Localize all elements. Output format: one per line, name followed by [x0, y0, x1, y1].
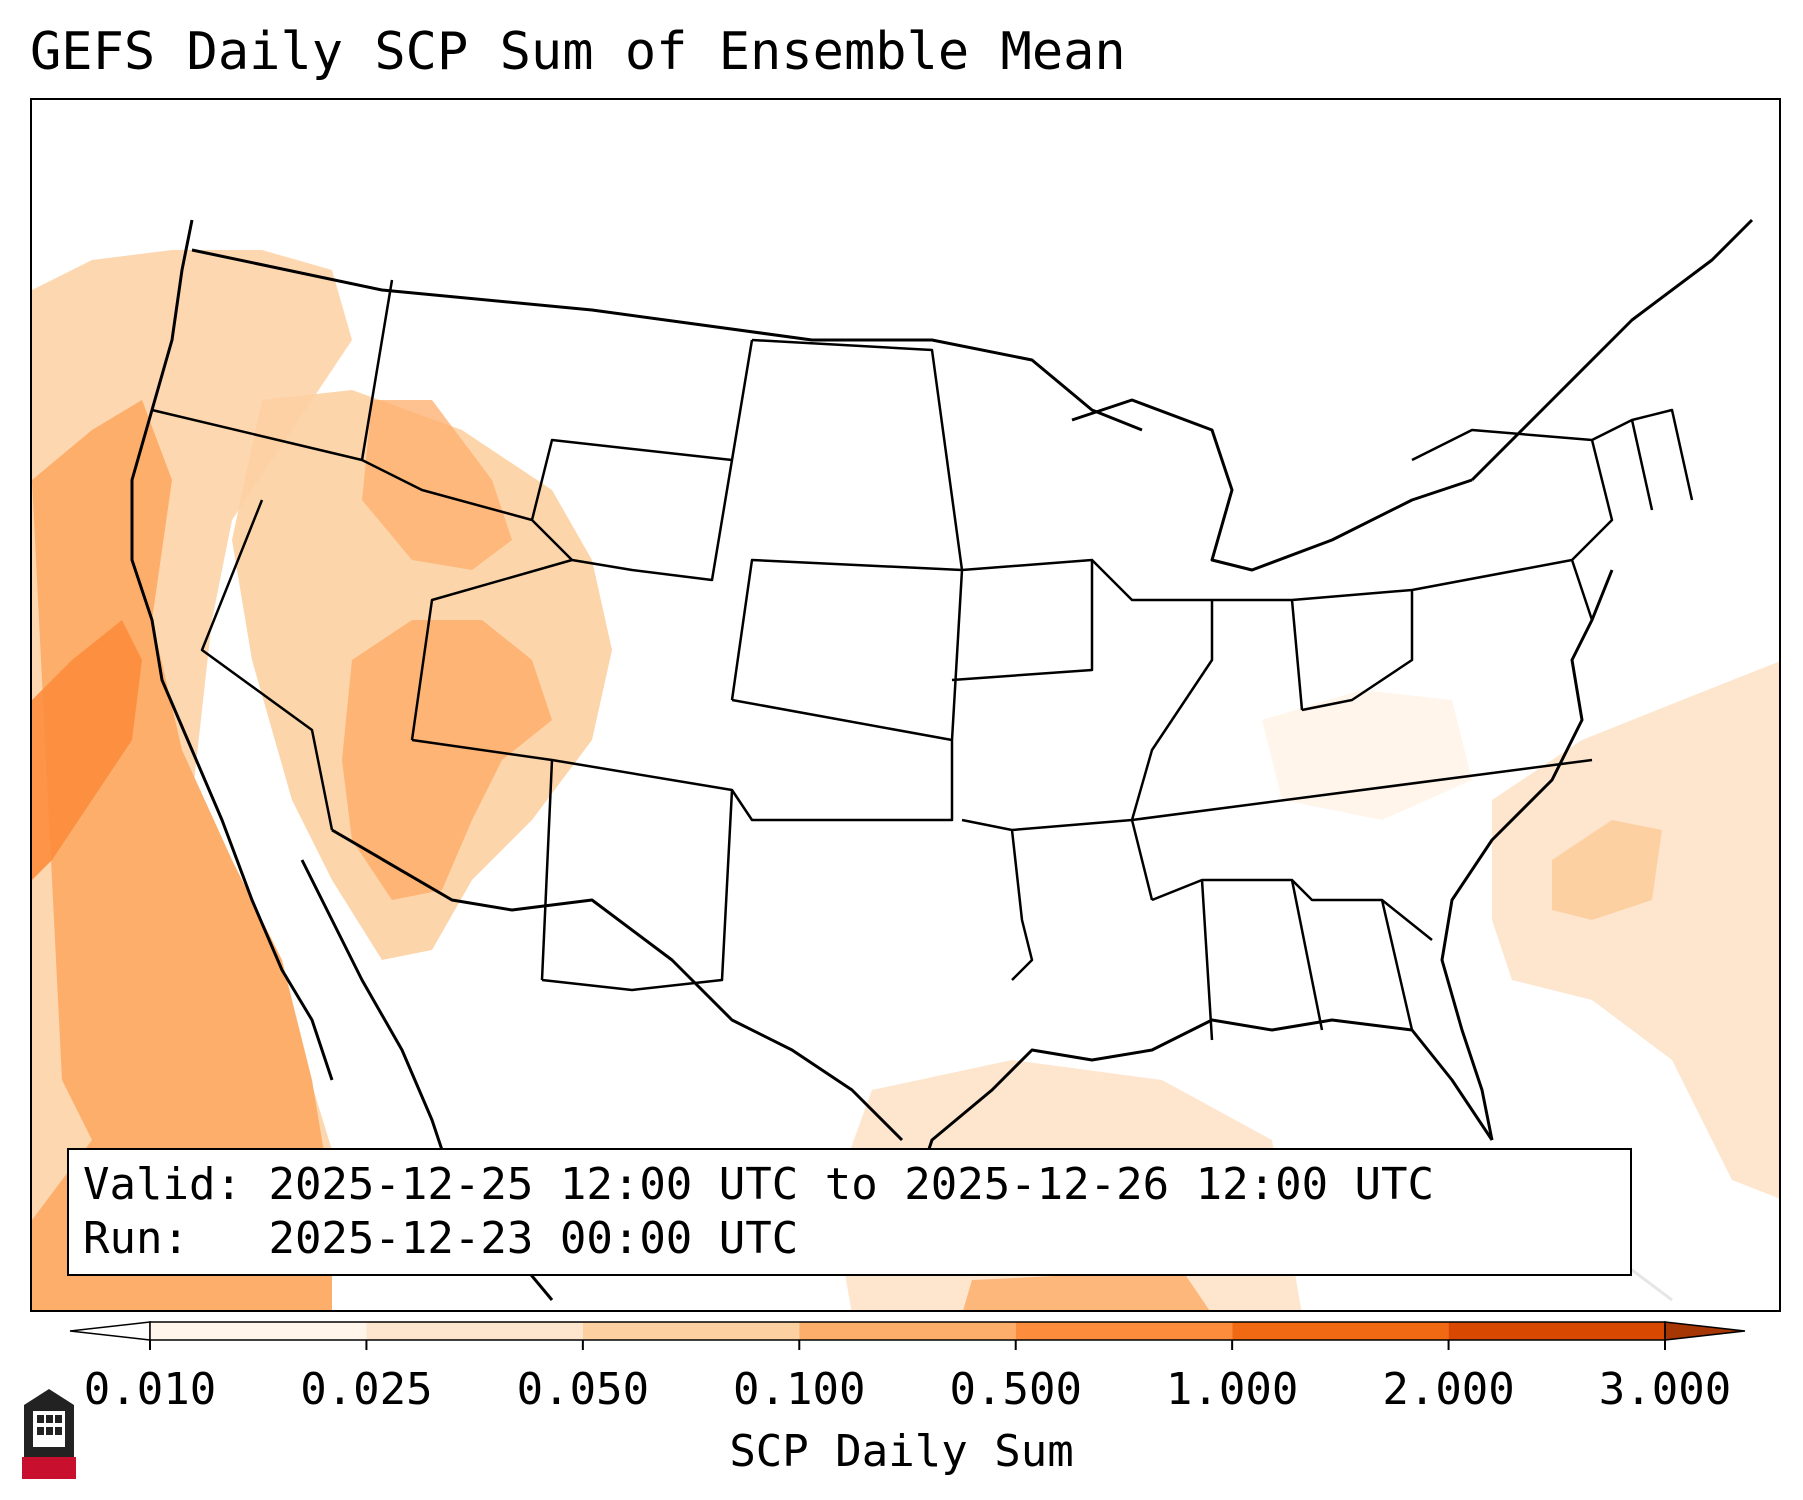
- colorbar-svg: [69, 1321, 1746, 1350]
- chart-title: GEFS Daily SCP Sum of Ensemble Mean: [30, 22, 1126, 82]
- scp-field-four-corners: [342, 620, 552, 900]
- valid-run-info-box: Valid: 2025-12-25 12:00 UTC to 2025-12-2…: [67, 1148, 1632, 1276]
- colorbar-segment: [1015, 1322, 1233, 1340]
- colorbar-outline: [149, 1321, 1666, 1341]
- colorbar-tick-label: 0.010: [83, 1364, 217, 1415]
- border-us-mexico: [331, 828, 904, 1142]
- colorbar-max-extension: [1664, 1321, 1746, 1341]
- colorbar-segment: [1448, 1322, 1665, 1340]
- valid-value: 2025-12-25 12:00 UTC to 2025-12-26 12:00…: [268, 1159, 1435, 1210]
- scp-field-idaho: [362, 400, 512, 570]
- colorbar-segment: [799, 1322, 1016, 1340]
- scp-field-gulf-core: [963, 1270, 1210, 1310]
- map-borders: [130, 218, 1754, 1301]
- coastline-baja: [300, 859, 454, 1181]
- map-panel: [30, 98, 1781, 1312]
- colorbar-tick-label: 0.050: [516, 1364, 650, 1415]
- coastline-east: [1440, 569, 1614, 1141]
- state-lines: [151, 279, 1694, 1041]
- run-label: Run:: [83, 1213, 189, 1264]
- coastline-northeast: [1470, 218, 1754, 482]
- colorbar-min-extension: [69, 1321, 151, 1341]
- valid-row: Valid: 2025-12-25 12:00 UTC to 2025-12-2…: [83, 1158, 1616, 1212]
- colorbar-segment: [1232, 1322, 1449, 1340]
- colorbar-tick-label: 2.000: [1382, 1364, 1515, 1415]
- run-row: Run: 2025-12-23 00:00 UTC: [83, 1212, 1616, 1266]
- colorbar-tick-label: 3.000: [1598, 1364, 1732, 1415]
- colorbar-segment: [582, 1322, 800, 1340]
- colorbar: 0.010 0.025 0.050 0.100 0.500 1.000 2.000 3.000…: [0, 1310, 1803, 1500]
- scp-shading: [32, 250, 1779, 1310]
- scp-field-atlantic-core: [1552, 820, 1662, 920]
- niu-logo: [22, 1389, 76, 1479]
- valid-label: Valid:: [83, 1159, 242, 1210]
- scp-field-atlantic: [1492, 661, 1779, 1199]
- colorbar-tick-label: 0.025: [300, 1364, 433, 1415]
- colorbar-segment: [150, 1322, 367, 1340]
- great-lakes: [1071, 398, 1473, 572]
- scp-field-california: [32, 620, 142, 880]
- colorbar-segment: [366, 1322, 583, 1340]
- run-value: 2025-12-23 00:00 UTC: [268, 1213, 799, 1264]
- scp-field-ohio-valley: [1262, 690, 1472, 820]
- colorbar-tick-label: 1.000: [1165, 1364, 1299, 1415]
- scp-field-pacific-core: [32, 400, 332, 1310]
- coastline-west: [130, 219, 334, 1081]
- colorbar-tick-label: 0.100: [733, 1364, 866, 1415]
- colorbar-tick-label: 0.500: [949, 1364, 1082, 1415]
- border-us-canada: [191, 248, 1143, 432]
- colorbar-title: SCP Daily Sum: [729, 1426, 1074, 1477]
- map-svg: [32, 218, 1779, 1310]
